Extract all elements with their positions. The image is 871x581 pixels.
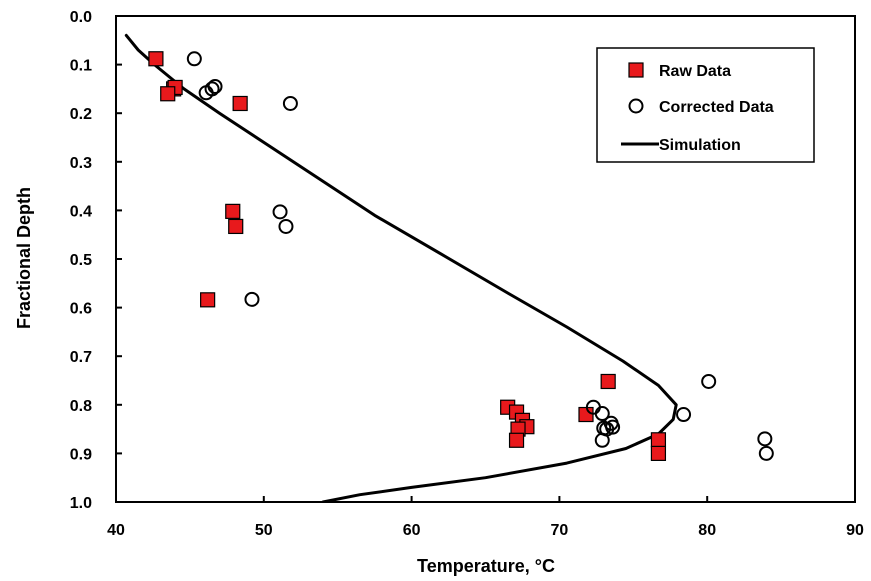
x-tick-label: 50 — [255, 522, 273, 539]
raw-data-point — [200, 292, 216, 308]
axis-layer: 40 50 60 70 80 90 0.0 0.1 0.2 0.3 0.4 0.5 0.6 0.7 0.8 0… — [70, 9, 864, 539]
legend-label: Corrected Data — [659, 99, 774, 116]
legend-label: Raw Data — [659, 63, 731, 80]
raw-data-point — [148, 51, 164, 67]
plot-layer — [124, 33, 774, 502]
y-tick-label: 0.4 — [70, 203, 92, 220]
y-tick-label: 1.0 — [70, 495, 92, 512]
corrected-data-point — [758, 445, 774, 461]
raw-data-point — [228, 218, 244, 235]
legend: Raw Data Corrected Data Simulation — [596, 47, 815, 163]
x-tick-label: 70 — [551, 522, 569, 539]
y-tick-label: 0.1 — [70, 58, 92, 75]
y-tick-label: 0.7 — [70, 349, 92, 366]
x-tick-label: 40 — [107, 522, 125, 539]
raw-data-point — [600, 373, 616, 390]
y-tick-label: 0.6 — [70, 301, 92, 318]
y-tick-label: 0.5 — [70, 252, 92, 269]
corrected-data-point — [676, 407, 692, 423]
simulation-line — [124, 33, 678, 502]
corrected-data-point — [278, 218, 294, 234]
corrected-data-point — [282, 95, 298, 111]
raw-data-point — [232, 95, 248, 112]
y-tick-label: 0.3 — [70, 155, 92, 172]
corrected-data-point — [244, 291, 260, 307]
legend-corrected-swatch — [628, 98, 644, 114]
y-axis-title: Fractional Depth — [14, 187, 34, 329]
raw-data-point — [650, 432, 667, 448]
corrected-data-point — [198, 85, 214, 101]
raw-data-point — [508, 432, 525, 448]
legend-label: Simulation — [659, 137, 741, 154]
raw-data-point — [225, 203, 241, 219]
legend-raw-swatch — [628, 62, 644, 78]
corrected-data-point — [594, 406, 610, 422]
corrected-data-point — [701, 373, 717, 389]
corrected-data-point — [272, 204, 288, 220]
x-tick-label: 60 — [403, 522, 421, 539]
x-tick-label: 80 — [698, 522, 716, 539]
corrected-data-point — [757, 431, 773, 447]
raw-data-point — [650, 445, 667, 461]
corrected-data-point — [594, 432, 610, 448]
y-tick-label: 0.2 — [70, 106, 92, 123]
x-tick-label: 90 — [846, 522, 864, 539]
y-tick-label: 0.9 — [70, 446, 92, 463]
corrected-data-point — [186, 51, 202, 67]
x-axis-title: Temperature, °C — [417, 556, 555, 576]
y-tick-label: 0.8 — [70, 398, 92, 415]
y-tick-label: 0.0 — [70, 9, 92, 26]
raw-data-point — [160, 86, 176, 102]
